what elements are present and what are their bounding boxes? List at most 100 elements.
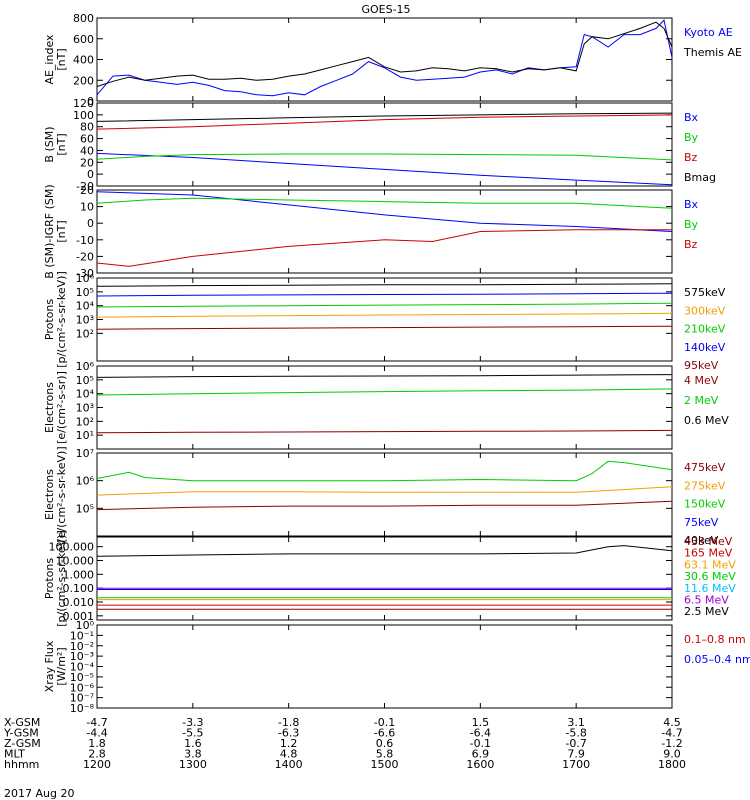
x-axis-value: -3.3 xyxy=(182,716,203,729)
x-axis-value: 1800 xyxy=(658,758,686,771)
legend-entry: Bz xyxy=(684,238,698,251)
y-tick-label: 10.000 xyxy=(56,555,95,568)
y-tick-label: 0 xyxy=(87,217,94,230)
y-tick-label: 600 xyxy=(73,33,94,46)
legend-entry: By xyxy=(684,131,699,144)
series-line xyxy=(96,19,673,97)
y-axis-label: [p/(cm²-s-sr-keV)] xyxy=(55,530,68,627)
x-axis-value: 1300 xyxy=(179,758,207,771)
series-line xyxy=(96,460,673,482)
y-tick-label: 10⁻¹ xyxy=(70,629,94,642)
y-tick-label: 10⁴ xyxy=(76,300,95,313)
legend-entry: Bz xyxy=(684,151,698,164)
y-tick-label: 10² xyxy=(76,327,94,340)
x-axis-row-label: Y-GSM xyxy=(3,727,39,740)
legend-entry: By xyxy=(684,218,699,231)
y-tick-label: 1.000 xyxy=(63,568,95,581)
legend-entry: Themis AE xyxy=(683,46,742,59)
y-tick-label: 10⁻² xyxy=(70,640,94,653)
panel-frame xyxy=(96,365,673,450)
legend-entry: 575keV xyxy=(684,286,726,299)
y-tick-label: 120 xyxy=(73,97,94,110)
legend-entry: Bx xyxy=(684,111,699,124)
x-axis-value: 1700 xyxy=(562,758,590,771)
series-line xyxy=(96,112,673,122)
y-axis-label: [e/(cm²-s-sr-keV)] xyxy=(55,446,68,542)
legend-entry: 0.6 MeV xyxy=(684,414,729,427)
legend-entry: 40keV xyxy=(684,534,719,547)
y-axis-label: [nT] xyxy=(55,133,68,155)
series-line xyxy=(96,229,672,267)
y-tick-label: -10 xyxy=(76,234,94,247)
y-tick-label: 10¹ xyxy=(76,429,94,442)
legend-entry: Bx xyxy=(684,198,699,211)
x-axis-value: 1200 xyxy=(83,758,111,771)
y-tick-label: 60 xyxy=(80,133,94,146)
legend-entry: 11.6 MeV xyxy=(684,582,736,595)
x-axis-value: -0.1 xyxy=(470,737,491,750)
y-tick-label: 0 xyxy=(87,95,94,108)
y-tick-label: 0.010 xyxy=(63,596,95,609)
series-line xyxy=(96,388,673,396)
x-axis-value: 5.8 xyxy=(376,748,394,761)
y-tick-label: 10⁻⁶ xyxy=(70,681,95,694)
legend-entry: 165 MeV xyxy=(684,547,733,560)
y-tick-label: 100.000 xyxy=(49,541,95,554)
y-axis-label: AE_index xyxy=(43,34,56,85)
x-axis-value: -4.7 xyxy=(86,716,107,729)
legend-entry: 2.5 MeV xyxy=(684,605,729,618)
panel-frame xyxy=(96,277,673,362)
y-tick-label: 40 xyxy=(80,144,94,157)
series-line xyxy=(96,21,673,87)
x-axis-value: -0.1 xyxy=(374,716,395,729)
legend-entry: 300keV xyxy=(684,304,726,317)
legend-entry: 2 MeV xyxy=(684,394,719,407)
series-line xyxy=(96,152,673,186)
x-axis-value: 7.9 xyxy=(567,748,585,761)
panel-frame xyxy=(96,536,673,621)
x-axis-value: 4.5 xyxy=(663,716,681,729)
y-tick-label: 800 xyxy=(73,12,94,25)
legend-entry: 6.5 MeV xyxy=(684,594,729,607)
legend-entry: Bmag xyxy=(684,171,716,184)
y-tick-label: -30 xyxy=(76,267,94,280)
x-axis-value: -6.6 xyxy=(374,727,395,740)
y-tick-label: -20 xyxy=(76,180,94,193)
y-tick-label: 10⁵ xyxy=(76,374,94,387)
panel-6: 10⁷ 10⁶ 10⁵ Electrons [e/(cm²-s-sr-keV)] 475k… xyxy=(43,446,726,547)
y-tick-label: 0 xyxy=(87,168,94,181)
series-line xyxy=(96,486,673,496)
panel-frame xyxy=(96,624,673,709)
y-tick-label: 200 xyxy=(73,74,94,87)
figure-title: GOES-15 xyxy=(361,3,410,16)
x-axis-value: 1500 xyxy=(371,758,399,771)
y-tick-label: 10⁻⁴ xyxy=(70,661,95,674)
legend-entry: 0.05–0.4 nm xyxy=(684,653,750,666)
y-axis-label: Electrons xyxy=(43,469,56,520)
y-tick-label: 10⁶ xyxy=(76,272,95,285)
legend-entry: 4 MeV xyxy=(684,374,719,387)
x-axis-value: -4.4 xyxy=(86,727,107,740)
y-tick-label: 10⁻³ xyxy=(70,650,94,663)
x-axis-value: 2.8 xyxy=(88,748,106,761)
y-axis-label: B (SM)-IGRF (SM) xyxy=(43,184,56,278)
legend-entry: 475keV xyxy=(684,461,726,474)
x-axis-value: 3.8 xyxy=(184,748,202,761)
panel-1: 800 600 400 200 0 AE_index [nT] Kyoto AE Themis … xyxy=(43,12,742,108)
x-axis-value: 9.0 xyxy=(663,748,681,761)
x-axis-value: 1.5 xyxy=(472,716,490,729)
y-tick-label: 10⁶ xyxy=(76,475,95,488)
y-axis-label: B (SM) xyxy=(43,126,56,162)
y-tick-label: 100 xyxy=(73,109,94,122)
y-tick-label: 10⁷ xyxy=(76,447,94,460)
legend-entry: 433 MeV xyxy=(684,535,733,548)
x-axis-value: 6.9 xyxy=(472,748,490,761)
x-axis-value: -0.7 xyxy=(565,737,586,750)
panel-frame xyxy=(96,452,673,537)
y-tick-label: 10⁵ xyxy=(76,502,94,515)
x-axis-value: 1400 xyxy=(275,758,303,771)
y-tick-label: 80 xyxy=(80,121,94,134)
